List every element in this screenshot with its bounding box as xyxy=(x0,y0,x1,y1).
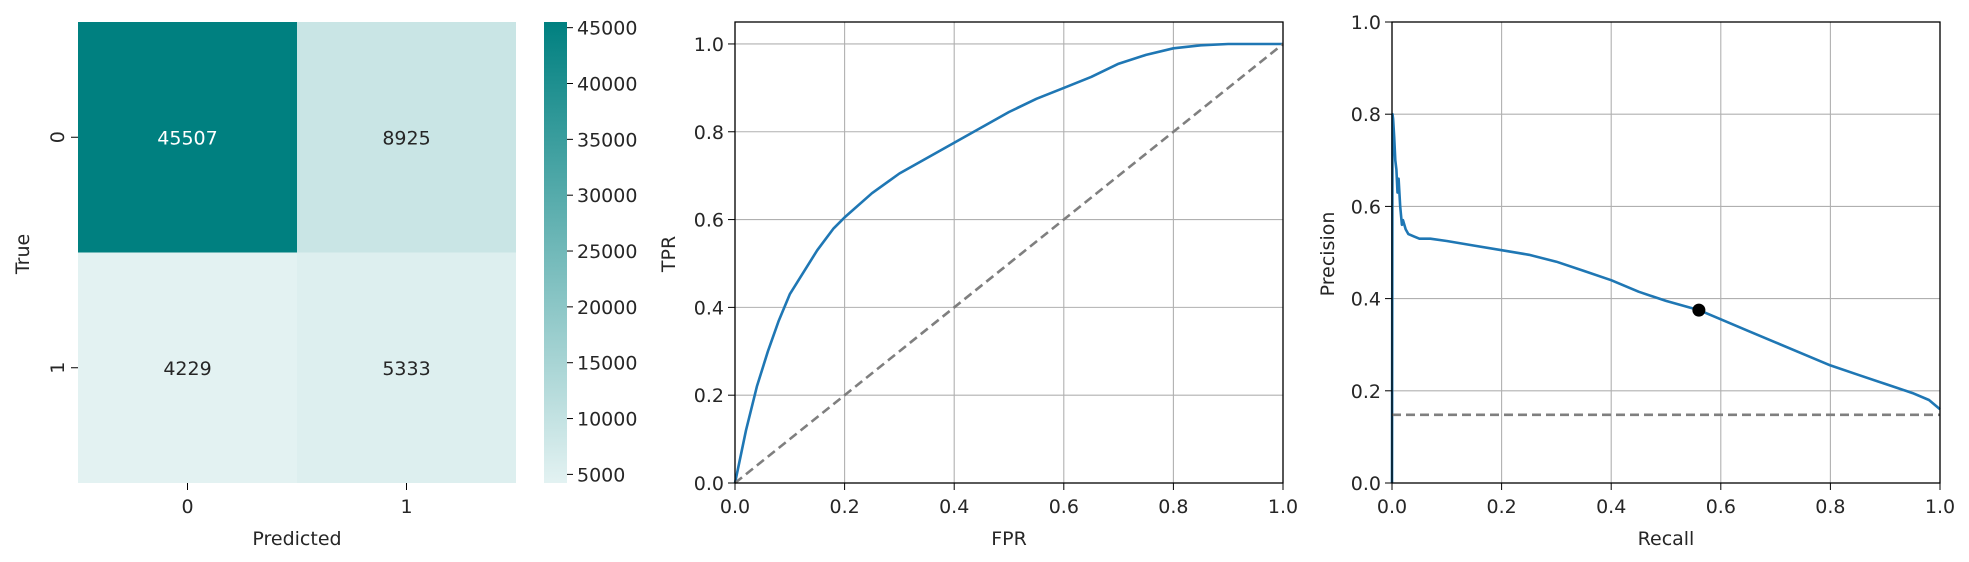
colorbar-tick-label: 5000 xyxy=(577,464,625,486)
heatmap-cell-value: 45507 xyxy=(157,127,217,149)
roc-y-tick-label: 0.2 xyxy=(694,385,724,407)
colorbar-tick-label: 25000 xyxy=(577,241,637,263)
roc-x-tick-label: 0.2 xyxy=(829,496,859,518)
roc-curve-line xyxy=(733,42,1283,484)
roc-x-tick-label: 0.4 xyxy=(939,496,969,518)
pr-y-tick-label: 0.0 xyxy=(1351,473,1381,495)
pr-threshold-point xyxy=(1692,303,1706,317)
roc-x-ticks: 0.0 0.2 0.4 0.6 0.8 1.0 xyxy=(720,483,1298,518)
roc-y-tick-label: 0.0 xyxy=(694,473,724,495)
pr-ylabel: Precision xyxy=(1317,212,1339,297)
pr-x-tick-label: 0.2 xyxy=(1486,496,1516,518)
roc-ylabel: TPR xyxy=(658,236,680,273)
pr-y-tick-label: 0.6 xyxy=(1351,196,1381,218)
pr-series xyxy=(1390,112,1941,484)
heatmap-cell-value: 8925 xyxy=(382,127,430,149)
heatmap-ylabel: True xyxy=(12,234,34,275)
heatmap-y-tick-label: 0 xyxy=(47,131,69,143)
roc-xlabel: FPR xyxy=(991,528,1027,550)
pr-panel: 0.0 0.2 0.4 0.6 0.8 1.0 0.0 0.2 0.4 0.6 0.8 1.0 Re… xyxy=(1317,12,1955,550)
roc-x-tick-label: 0.8 xyxy=(1158,496,1188,518)
roc-y-tick-label: 0.8 xyxy=(694,122,724,144)
heatmap-x-tick-label: 0 xyxy=(181,496,193,518)
pr-x-tick-label: 0.6 xyxy=(1706,496,1736,518)
heatmap-cell-value: 4229 xyxy=(163,358,211,380)
roc-y-tick-label: 0.6 xyxy=(694,210,724,232)
colorbar-tick-label: 45000 xyxy=(577,18,637,40)
heatmap-cell xyxy=(78,252,297,483)
colorbar-tick-label: 15000 xyxy=(577,353,637,375)
heatmap-y-tick-label: 1 xyxy=(47,362,69,374)
pr-y-tick-label: 0.4 xyxy=(1351,289,1381,311)
roc-x-tick-label: 1.0 xyxy=(1268,496,1298,518)
roc-y-tick-label: 1.0 xyxy=(694,34,724,56)
heatmap-cell-value: 5333 xyxy=(382,358,430,380)
heatmap-cell xyxy=(297,22,516,253)
pr-axes-frame xyxy=(1391,21,1941,484)
pr-y-tick-label: 1.0 xyxy=(1351,12,1381,34)
colorbar-tick-label: 10000 xyxy=(577,409,637,431)
roc-panel: 0.0 0.2 0.4 0.6 0.8 1.0 0.0 0.2 0.4 0.6 0.8 1.0 FP… xyxy=(658,21,1298,550)
roc-axes-frame xyxy=(734,21,1284,484)
heatmap-x-tick-label: 1 xyxy=(400,496,412,518)
roc-x-tick-label: 0.6 xyxy=(1049,496,1079,518)
pr-x-tick-label: 0.0 xyxy=(1377,496,1407,518)
pr-y-tick-label: 0.8 xyxy=(1351,104,1381,126)
heatmap-xlabel: Predicted xyxy=(252,528,341,550)
pr-points xyxy=(1692,303,1706,317)
colorbar: 5000 10000 15000 20000 25000 30000 35000 40000 4… xyxy=(544,18,637,486)
pr-xlabel: Recall xyxy=(1638,528,1695,550)
pr-x-tick-label: 1.0 xyxy=(1925,496,1955,518)
colorbar-tick-label: 40000 xyxy=(577,74,637,96)
colorbar-tick-label: 30000 xyxy=(577,185,637,207)
roc-y-ticks: 0.0 0.2 0.4 0.6 0.8 1.0 xyxy=(694,34,735,495)
colorbar-tick-label: 20000 xyxy=(577,297,637,319)
pr-y-tick-label: 0.2 xyxy=(1351,381,1381,403)
heatmap-y-ticks: 01 xyxy=(47,131,78,374)
colorbar-tick-label: 35000 xyxy=(577,129,637,151)
pr-y-ticks: 0.0 0.2 0.4 0.6 0.8 1.0 xyxy=(1351,12,1392,495)
pr-x-tick-label: 0.8 xyxy=(1815,496,1845,518)
roc-y-tick-label: 0.4 xyxy=(694,297,724,319)
heatmap-cell xyxy=(297,252,516,483)
heatmap-cells: 45507 8925 4229 5333 xyxy=(78,22,516,483)
roc-baseline-line xyxy=(734,42,1284,485)
roc-series xyxy=(733,42,1284,485)
heatmap-cell xyxy=(78,22,297,253)
pr-curve-line xyxy=(1390,112,1941,484)
roc-x-tick-label: 0.0 xyxy=(720,496,750,518)
colorbar-ticks: 5000 10000 15000 20000 25000 30000 35000 40000 4… xyxy=(567,18,637,486)
pr-x-ticks: 0.0 0.2 0.4 0.6 0.8 1.0 xyxy=(1377,483,1955,518)
colorbar-gradient xyxy=(544,22,567,483)
pr-x-tick-label: 0.4 xyxy=(1596,496,1626,518)
